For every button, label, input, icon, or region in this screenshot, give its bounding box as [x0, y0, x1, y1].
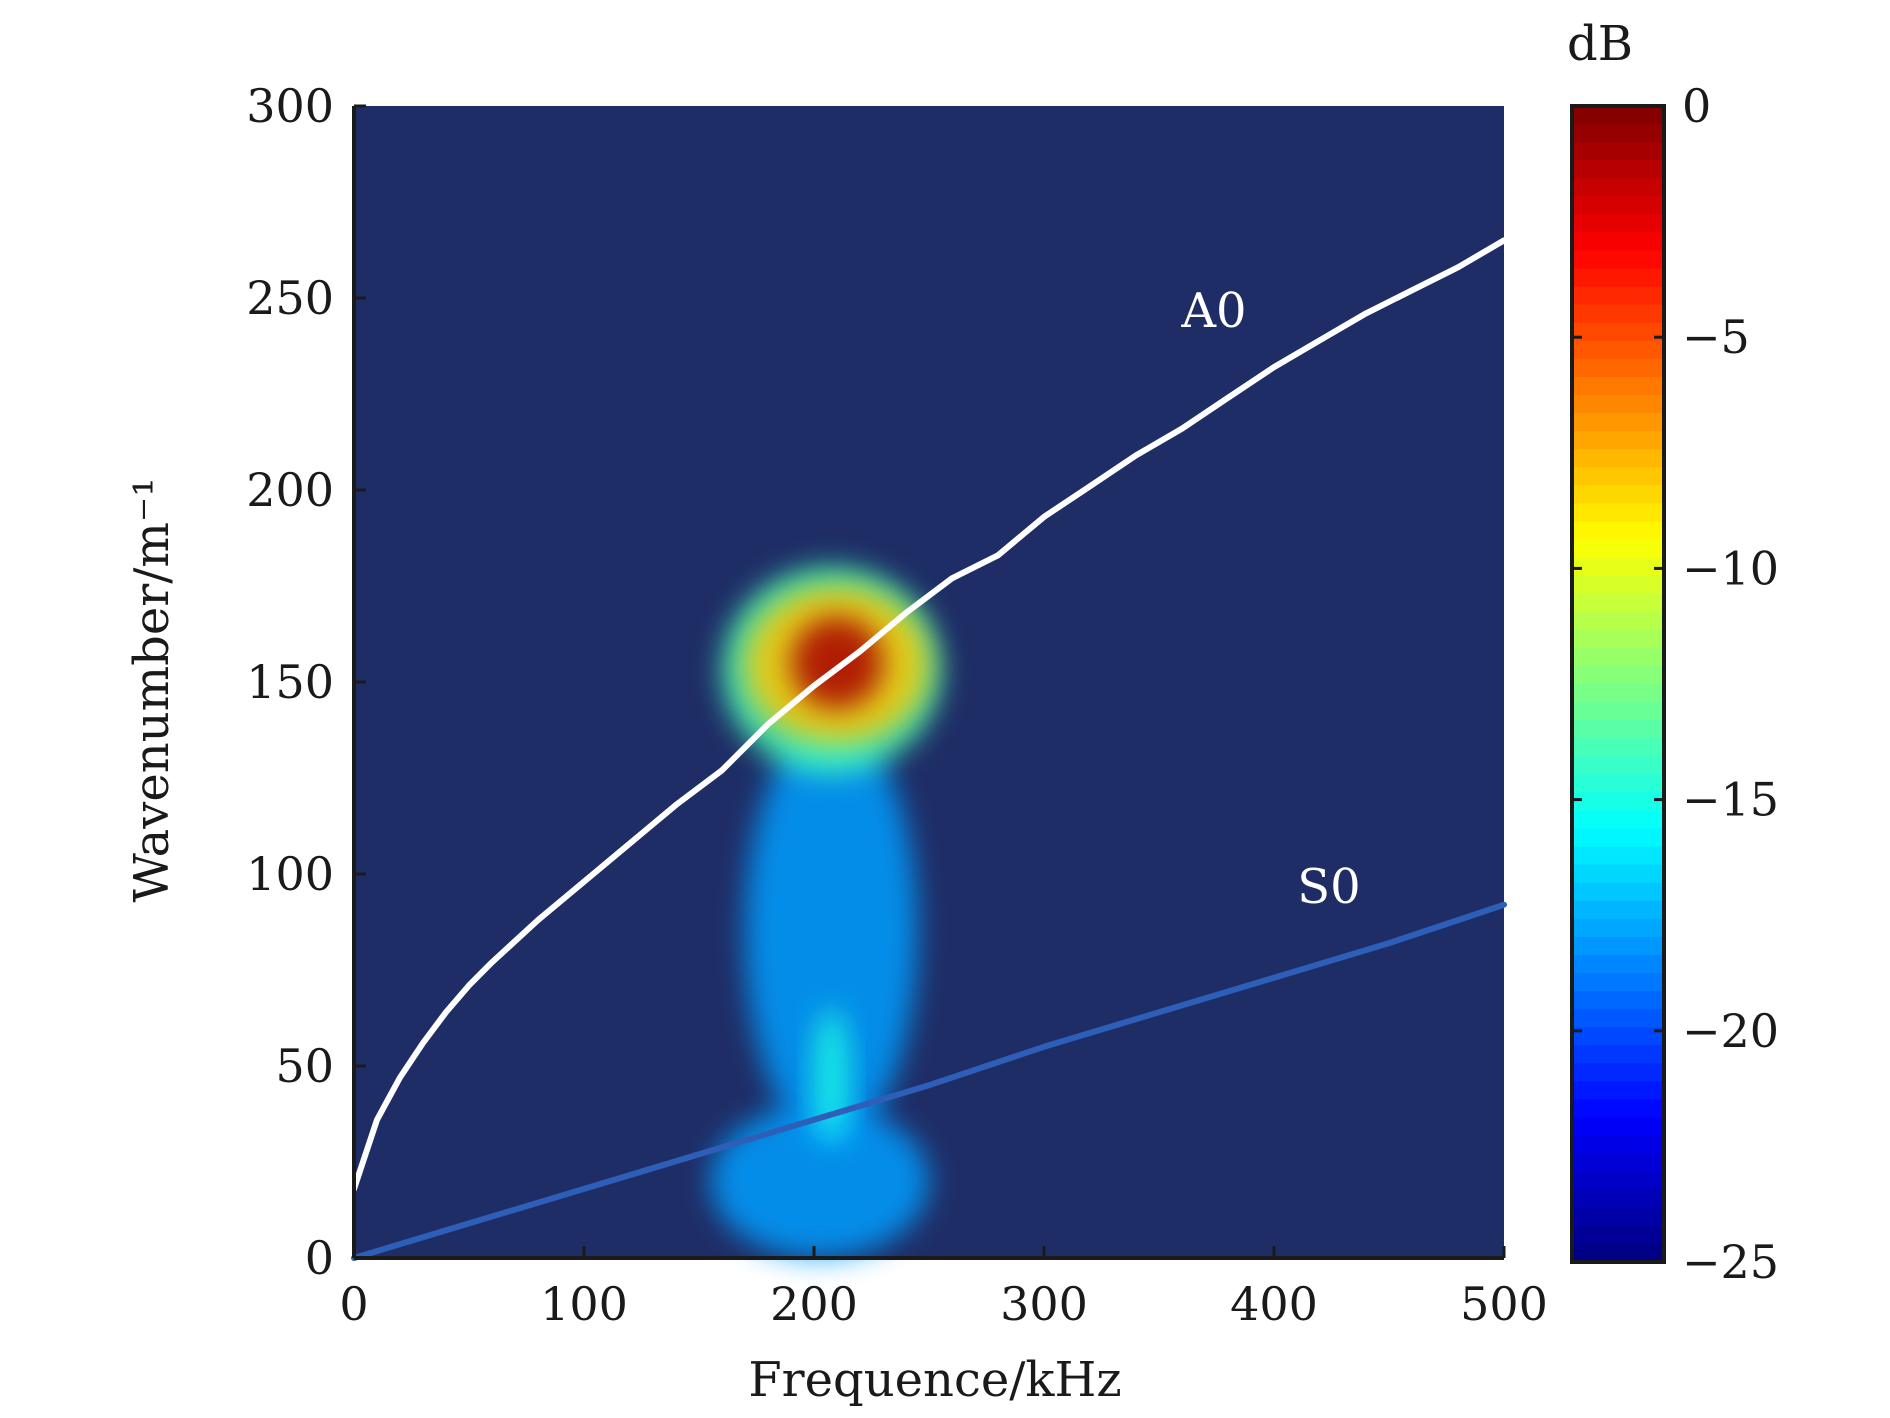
colorbar-band	[1572, 250, 1664, 270]
x-tick-label: 500	[1460, 1277, 1548, 1331]
colorbar-band	[1572, 1207, 1664, 1227]
colorbar-band	[1572, 322, 1664, 342]
colorbar-band	[1572, 106, 1664, 125]
colorbar-band	[1572, 1171, 1664, 1191]
colorbar-band	[1572, 142, 1664, 161]
colorbar-band	[1572, 738, 1664, 758]
energy-region	[745, 720, 918, 1143]
colorbar-band	[1572, 521, 1664, 541]
colorbar-band	[1572, 124, 1664, 143]
colorbar-band	[1572, 358, 1664, 378]
colorbar-band	[1572, 431, 1664, 450]
x-tick-label: 100	[540, 1277, 628, 1331]
series-label-A0: A0	[1180, 283, 1246, 339]
colorbar-band	[1572, 1117, 1664, 1137]
colorbar-title: dB	[1567, 16, 1633, 72]
colorbar-band	[1572, 1135, 1664, 1155]
colorbar-band	[1572, 232, 1664, 252]
colorbar-band	[1572, 954, 1664, 974]
colorbar-band	[1572, 214, 1664, 234]
colorbar-band	[1572, 1099, 1664, 1119]
colorbar-band	[1572, 864, 1664, 884]
colorbar-tick-label: −15	[1682, 773, 1779, 827]
colorbar: 0 −5 −10 −15 −20 −25	[1570, 79, 1779, 1289]
axes: 0 100 200 300 400 500 0 50 100 150 200 250 300	[246, 79, 1548, 1331]
series-line-S0	[351, 901, 1507, 1261]
dispersion-curves: A0 S0	[351, 237, 1507, 1261]
colorbar-band	[1572, 304, 1664, 324]
x-tick-label: 400	[1230, 1277, 1318, 1331]
colorbar-band	[1572, 1153, 1664, 1173]
colorbar-band	[1572, 720, 1664, 739]
colorbar-band	[1572, 1045, 1664, 1065]
colorbar-band	[1572, 196, 1664, 216]
colorbar-band	[1572, 882, 1664, 902]
colorbar-band	[1572, 702, 1664, 721]
colorbar-band	[1572, 268, 1664, 288]
colorbar-band	[1572, 973, 1664, 992]
y-tick-label: 150	[246, 655, 334, 709]
colorbar-band	[1572, 539, 1664, 559]
colorbar-frame	[1570, 104, 1666, 1264]
colorbar-band	[1572, 178, 1664, 198]
colorbar-band	[1572, 1081, 1664, 1101]
colorbar-band	[1572, 846, 1664, 866]
colorbar-band	[1572, 647, 1664, 667]
colorbar-tick-label: −5	[1682, 310, 1750, 364]
colorbar-band	[1572, 828, 1664, 848]
colorbar-band	[1572, 1189, 1664, 1209]
colorbar-band	[1572, 665, 1664, 685]
colorbar-band	[1572, 340, 1664, 360]
colorbar-band	[1572, 449, 1664, 469]
y-tick-label: 100	[246, 847, 334, 901]
colorbar-band	[1572, 1009, 1664, 1028]
colorbar-band	[1572, 1027, 1664, 1047]
colorbar-band	[1572, 485, 1664, 505]
colorbar-band	[1572, 593, 1664, 613]
colorbar-band	[1572, 160, 1664, 180]
colorbar-band	[1572, 413, 1664, 432]
y-tick-label: 200	[246, 463, 334, 517]
colorbar-band	[1572, 557, 1664, 577]
colorbar-band	[1572, 936, 1664, 956]
y-axis-label: Wavenumber/m⁻¹	[124, 478, 180, 903]
energy-region	[710, 1104, 929, 1258]
colorbar-band	[1572, 286, 1664, 306]
colorbar-band	[1572, 376, 1664, 396]
colorbar-band	[1572, 503, 1664, 523]
energy-region	[814, 1008, 849, 1143]
y-tick-label: 250	[246, 271, 334, 325]
colorbar-band	[1572, 629, 1664, 649]
colorbar-band	[1572, 756, 1664, 776]
colorbar-band	[1572, 1063, 1664, 1083]
x-tick-label: 200	[770, 1277, 858, 1331]
x-tick-label: 0	[339, 1277, 368, 1331]
colorbar-band	[1572, 467, 1664, 487]
y-tick-label: 0	[305, 1231, 334, 1285]
colorbar-tick-label: −10	[1682, 541, 1779, 595]
colorbar-band	[1572, 1243, 1664, 1263]
x-tick-label: 300	[1000, 1277, 1088, 1331]
colorbar-band	[1572, 774, 1664, 794]
colorbar-band	[1572, 918, 1664, 938]
series-label-S0: S0	[1297, 859, 1360, 915]
colorbar-band	[1572, 684, 1664, 703]
colorbar-band	[1572, 611, 1664, 631]
colorbar-band	[1572, 900, 1664, 920]
colorbar-band	[1572, 395, 1664, 414]
colorbar-band	[1572, 792, 1664, 812]
colorbar-band	[1572, 575, 1664, 595]
colorbar-tick-label: −20	[1682, 1004, 1779, 1058]
series-line-A0	[351, 237, 1507, 1192]
colorbar-band	[1572, 991, 1664, 1010]
colorbar-tick-label: 0	[1682, 79, 1711, 133]
y-tick-label: 300	[246, 79, 334, 133]
colorbar-band	[1572, 1225, 1664, 1245]
y-tick-label: 50	[275, 1039, 334, 1093]
colorbar-band	[1572, 810, 1664, 830]
x-axis-label: Frequence/kHz	[748, 1352, 1121, 1408]
colorbar-tick-label: −25	[1682, 1235, 1779, 1289]
